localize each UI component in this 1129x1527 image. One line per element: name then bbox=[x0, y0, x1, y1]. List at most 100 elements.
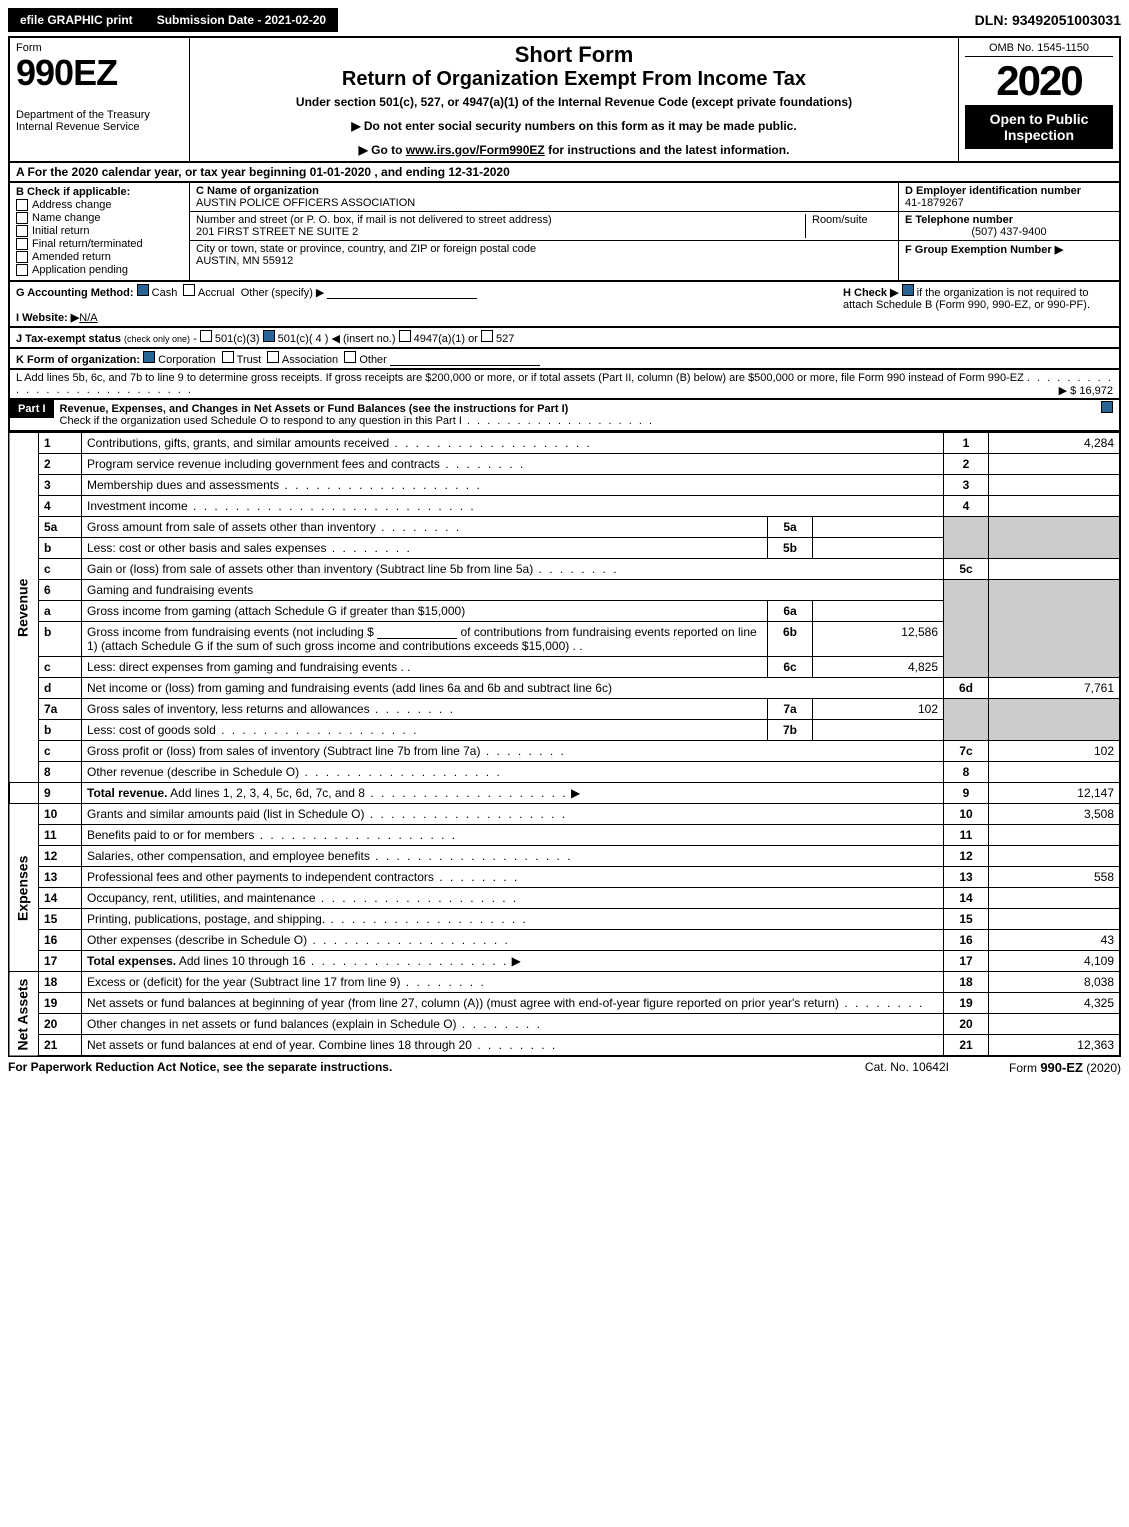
box-c: C Name of organization AUSTIN POLICE OFF… bbox=[190, 183, 899, 280]
chk-accrual[interactable] bbox=[183, 284, 195, 296]
part-1-label: Part I bbox=[10, 400, 54, 418]
line-7a-value: 102 bbox=[813, 699, 944, 720]
box-d: D Employer identification number 41-1879… bbox=[899, 183, 1119, 280]
chk-527[interactable] bbox=[481, 330, 493, 342]
form-header: Form 990EZ Department of the Treasury In… bbox=[8, 36, 1121, 163]
line-14: 14Occupancy, rent, utilities, and mainte… bbox=[9, 888, 1120, 909]
chk-final-return[interactable]: Final return/terminated bbox=[16, 238, 183, 250]
chk-initial-return[interactable]: Initial return bbox=[16, 225, 183, 237]
line-10: Expenses 10Grants and similar amounts pa… bbox=[9, 804, 1120, 825]
line-6b-value: 12,586 bbox=[813, 622, 944, 657]
tax-year: 2020 bbox=[965, 57, 1113, 105]
tel-label: E Telephone number bbox=[905, 214, 1113, 226]
org-name: AUSTIN POLICE OFFICERS ASSOCIATION bbox=[196, 197, 892, 209]
chk-trust[interactable] bbox=[222, 351, 234, 363]
l-amount: ▶ $ 16,972 bbox=[1059, 384, 1113, 397]
box-b-label: B Check if applicable: bbox=[16, 186, 183, 198]
line-2: 2Program service revenue including gover… bbox=[9, 454, 1120, 475]
goto-pre: ▶ Go to bbox=[359, 143, 406, 157]
line-6c-value: 4,825 bbox=[813, 657, 944, 678]
line-15: 15Printing, publications, postage, and s… bbox=[9, 909, 1120, 930]
website-value: N/A bbox=[79, 312, 97, 324]
page-footer: For Paperwork Reduction Act Notice, see … bbox=[8, 1060, 1121, 1075]
chk-name-change[interactable]: Name change bbox=[16, 212, 183, 224]
website-label: I Website: ▶ bbox=[16, 312, 79, 324]
row-l-gross-receipts: L Add lines 5b, 6c, and 7b to line 9 to … bbox=[8, 370, 1121, 400]
line-19: 19Net assets or fund balances at beginni… bbox=[9, 993, 1120, 1014]
line-6d-value: 7,761 bbox=[989, 678, 1121, 699]
line-6b-input[interactable] bbox=[377, 626, 457, 639]
chk-application-pending[interactable]: Application pending bbox=[16, 264, 183, 276]
irs-link[interactable]: www.irs.gov/Form990EZ bbox=[406, 143, 545, 157]
line-8: 8Other revenue (describe in Schedule O) … bbox=[9, 762, 1120, 783]
expenses-section-label: Expenses bbox=[9, 804, 39, 972]
line-6d: dNet income or (loss) from gaming and fu… bbox=[9, 678, 1120, 699]
line-7c-value: 102 bbox=[989, 741, 1121, 762]
dln: DLN: 93492051003031 bbox=[975, 12, 1121, 28]
line-17-value: 4,109 bbox=[989, 951, 1121, 972]
revenue-section-label: Revenue bbox=[9, 433, 39, 783]
chk-association[interactable] bbox=[267, 351, 279, 363]
omb-number: OMB No. 1545-1150 bbox=[965, 42, 1113, 57]
info-grid: B Check if applicable: Address change Na… bbox=[8, 183, 1121, 282]
under-section: Under section 501(c), 527, or 4947(a)(1)… bbox=[196, 95, 952, 109]
lines-table: Revenue 1 Contributions, gifts, grants, … bbox=[8, 432, 1121, 1057]
line-7a: 7aGross sales of inventory, less returns… bbox=[9, 699, 1120, 720]
other-specify-input[interactable] bbox=[327, 286, 477, 299]
line-7c: cGross profit or (loss) from sales of in… bbox=[9, 741, 1120, 762]
chk-other-org[interactable] bbox=[344, 351, 356, 363]
chk-4947a1[interactable] bbox=[399, 330, 411, 342]
submission-date: Submission Date - 2021-02-20 bbox=[145, 8, 338, 32]
chk-501c[interactable] bbox=[263, 330, 275, 342]
line-6: 6Gaming and fundraising events bbox=[9, 580, 1120, 601]
k-label: K Form of organization: bbox=[16, 354, 140, 366]
dept-treasury: Department of the Treasury bbox=[16, 109, 183, 121]
line-16: 16Other expenses (describe in Schedule O… bbox=[9, 930, 1120, 951]
h-label: H Check ▶ bbox=[843, 287, 899, 299]
paperwork-notice: For Paperwork Reduction Act Notice, see … bbox=[8, 1060, 392, 1075]
chk-corporation[interactable] bbox=[143, 351, 155, 363]
chk-address-change[interactable]: Address change bbox=[16, 199, 183, 211]
chk-cash[interactable] bbox=[137, 284, 149, 296]
chk-schedule-b[interactable] bbox=[902, 284, 914, 296]
part-1-header: Part I Revenue, Expenses, and Changes in… bbox=[8, 400, 1121, 432]
catalog-number: Cat. No. 10642I bbox=[865, 1060, 949, 1075]
box-h: H Check ▶ if the organization is not req… bbox=[843, 284, 1113, 311]
line-9: 9Total revenue. Total revenue. Add lines… bbox=[9, 783, 1120, 804]
chk-501c3[interactable] bbox=[200, 330, 212, 342]
line-21-value: 12,363 bbox=[989, 1035, 1121, 1057]
net-assets-section-label: Net Assets bbox=[9, 972, 39, 1057]
row-g-accounting: G Accounting Method: Cash Accrual Other … bbox=[8, 282, 1121, 328]
line-18: Net Assets 18Excess or (deficit) for the… bbox=[9, 972, 1120, 993]
short-form-title: Short Form bbox=[196, 42, 952, 68]
other-org-input[interactable] bbox=[390, 353, 540, 366]
header-center: Short Form Return of Organization Exempt… bbox=[190, 38, 959, 161]
header-right: OMB No. 1545-1150 2020 Open to Public In… bbox=[959, 38, 1119, 161]
goto-notice: ▶ Go to www.irs.gov/Form990EZ for instru… bbox=[196, 143, 952, 157]
form-number: 990EZ bbox=[16, 52, 183, 94]
ein-value: 41-1879267 bbox=[905, 197, 1113, 209]
line-12: 12Salaries, other compensation, and empl… bbox=[9, 846, 1120, 867]
return-title: Return of Organization Exempt From Incom… bbox=[196, 68, 952, 91]
line-20: 20Other changes in net assets or fund ba… bbox=[9, 1014, 1120, 1035]
goto-post: for instructions and the latest informat… bbox=[545, 143, 790, 157]
top-bar: efile GRAPHIC print Submission Date - 20… bbox=[8, 8, 1121, 32]
part-1-check-text: Check if the organization used Schedule … bbox=[60, 415, 462, 427]
street-value: 201 FIRST STREET NE SUITE 2 bbox=[196, 226, 805, 238]
line-1-value: 4,284 bbox=[989, 433, 1121, 454]
ssn-notice: ▶ Do not enter social security numbers o… bbox=[196, 119, 952, 133]
line-13: 13Professional fees and other payments t… bbox=[9, 867, 1120, 888]
line-3: 3Membership dues and assessments 3 bbox=[9, 475, 1120, 496]
efile-print-button[interactable]: efile GRAPHIC print bbox=[8, 8, 145, 32]
row-k-org-form: K Form of organization: Corporation Trus… bbox=[8, 349, 1121, 370]
chk-schedule-o[interactable] bbox=[1101, 401, 1113, 413]
l-text: L Add lines 5b, 6c, and 7b to line 9 to … bbox=[16, 372, 1024, 384]
line-11: 11Benefits paid to or for members11 bbox=[9, 825, 1120, 846]
irs-label: Internal Revenue Service bbox=[16, 121, 183, 133]
header-left: Form 990EZ Department of the Treasury In… bbox=[10, 38, 190, 161]
tel-value: (507) 437-9400 bbox=[905, 226, 1113, 238]
line-16-value: 43 bbox=[989, 930, 1121, 951]
part-1-title: Revenue, Expenses, and Changes in Net As… bbox=[60, 403, 569, 415]
line-4: 4Investment income 4 bbox=[9, 496, 1120, 517]
chk-amended-return[interactable]: Amended return bbox=[16, 251, 183, 263]
